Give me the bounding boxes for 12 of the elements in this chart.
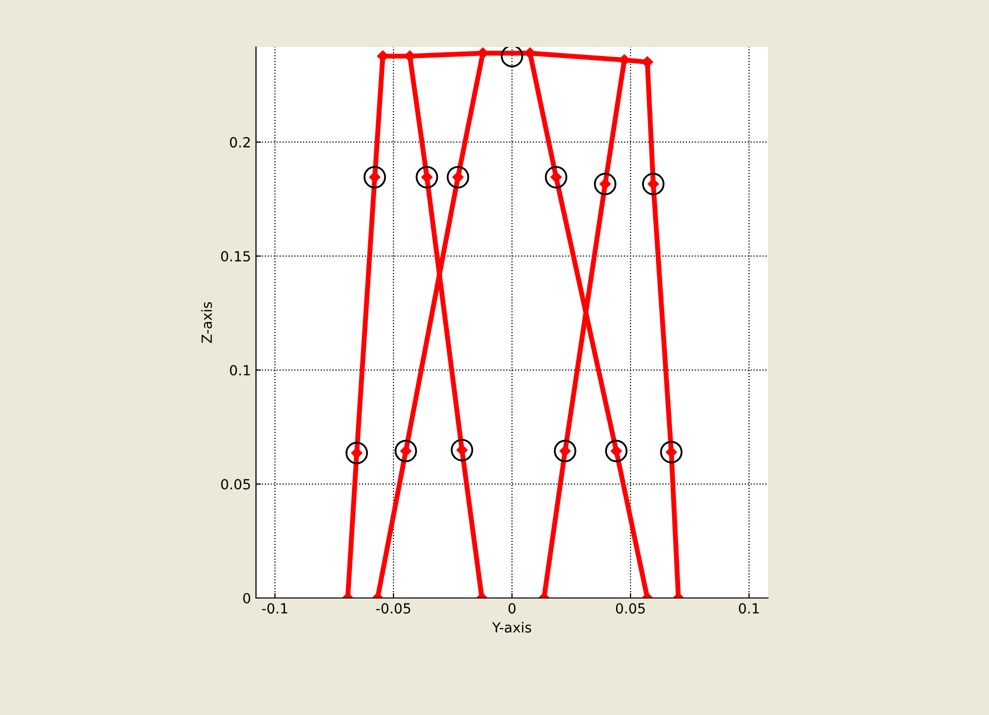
x-tick-label: 0.1 (738, 603, 759, 614)
x-tick-label: 0 (508, 603, 516, 614)
x-tick-label: -0.05 (376, 603, 410, 614)
x-tick-label: -0.1 (262, 603, 288, 614)
y-tick-label: 0 (243, 592, 250, 604)
y-axis-title: Z-axis (201, 302, 212, 343)
y-tick-label: 0.2 (230, 137, 250, 148)
y-tick-label: 0.1 (230, 365, 250, 376)
y-tick-label: 0.05 (221, 478, 250, 490)
x-axis-title: Y-axis (492, 622, 532, 633)
y-tick-label: 0.15 (221, 251, 250, 262)
x-tick-label: 0.05 (616, 603, 645, 614)
